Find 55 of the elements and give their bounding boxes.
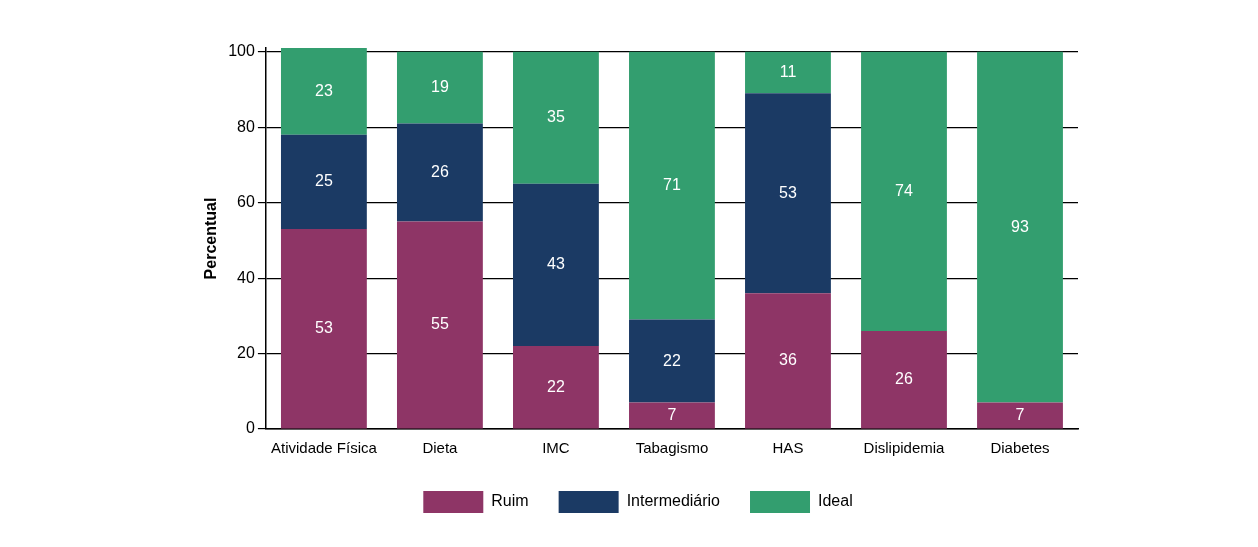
bar — [745, 293, 831, 429]
bar — [629, 402, 715, 429]
data-label: 25 — [315, 172, 333, 190]
legend-label: Intermediário — [626, 492, 721, 510]
bar — [513, 183, 599, 347]
y-axis-title: Percentual — [202, 197, 220, 280]
x-tick-label: IMC — [542, 439, 570, 457]
data-label: 7 — [667, 405, 677, 423]
x-tick-label: Diabetes — [990, 439, 1050, 457]
data-label: 53 — [779, 183, 797, 201]
bar — [629, 51, 715, 320]
data-label: 22 — [663, 351, 681, 369]
bar — [396, 221, 483, 429]
data-label: 19 — [431, 78, 449, 96]
bar — [396, 123, 483, 222]
bar — [513, 346, 599, 429]
y-tick-label: 80 — [237, 117, 255, 135]
data-label: 22 — [547, 377, 565, 395]
bar — [396, 51, 483, 124]
bar — [513, 51, 599, 184]
data-label: 71 — [663, 176, 681, 194]
x-tick-label: Dieta — [422, 439, 459, 457]
x-tick-label: Dislipidemia — [863, 439, 946, 457]
data-label: 11 — [779, 62, 797, 80]
data-label: 53 — [315, 319, 333, 337]
bar — [280, 229, 367, 429]
y-tick-label: 0 — [245, 419, 255, 437]
y-tick-label: 100 — [228, 42, 255, 60]
y-tick-label: 20 — [237, 343, 255, 361]
data-label: 43 — [547, 255, 565, 273]
bar — [629, 319, 715, 403]
bar — [280, 134, 367, 230]
y-tick-label: 60 — [237, 193, 255, 211]
data-label: 93 — [1011, 217, 1029, 235]
bar — [745, 51, 831, 94]
x-tick-label: Atividade Física — [270, 439, 378, 457]
legend-label: Ruim — [491, 492, 529, 510]
bar — [977, 51, 1063, 403]
bar — [977, 402, 1063, 429]
data-label: 26 — [895, 370, 913, 388]
bar — [745, 93, 831, 294]
data-label: 35 — [547, 108, 565, 126]
legend-label: Ideal — [818, 492, 853, 510]
data-label: 26 — [431, 162, 449, 180]
data-label: 36 — [779, 351, 797, 369]
bar — [861, 330, 947, 429]
x-tick-label: Tabagismo — [635, 439, 709, 457]
x-tick-label: HAS — [772, 439, 804, 457]
data-label: 7 — [1015, 405, 1025, 423]
data-label: 23 — [315, 81, 333, 99]
data-label: 55 — [431, 315, 449, 333]
bar — [861, 51, 947, 331]
data-label: 74 — [895, 181, 913, 199]
y-tick-label: 40 — [237, 268, 255, 286]
bar — [280, 48, 367, 135]
